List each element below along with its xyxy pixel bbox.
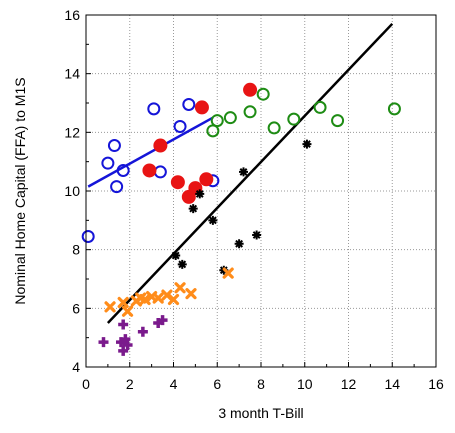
data-point: [239, 167, 248, 177]
data-point: [81, 229, 95, 243]
data-point: [210, 114, 224, 128]
data-point: [167, 293, 180, 306]
data-point: [117, 296, 129, 309]
y-tick-label: 10: [64, 183, 80, 199]
data-point: [120, 334, 131, 345]
axis-ticks: 0 2 4 6 8 10 12 14 16 4 6 8 10 12 14 16: [64, 7, 444, 392]
data-point: [243, 105, 257, 119]
grid: [86, 15, 436, 367]
data-point: [121, 305, 134, 317]
y-tick-label: 4: [72, 359, 80, 375]
data-point: [170, 175, 185, 190]
y-tick-label: 6: [72, 300, 80, 316]
data-point: [195, 189, 205, 199]
data-point: [147, 102, 161, 116]
x-tick-label: 16: [428, 376, 444, 392]
x-tick-label: 4: [170, 376, 178, 392]
fit-lines: [87, 22, 394, 324]
data-points: [81, 82, 401, 356]
y-tick-label: 12: [64, 124, 80, 140]
x-tick-label: 6: [213, 376, 221, 392]
y-tick-label: 16: [64, 7, 80, 23]
data-point: [173, 119, 187, 133]
fit-line: [87, 116, 214, 188]
data-point: [188, 204, 198, 214]
x-tick-label: 12: [341, 376, 357, 392]
data-point: [107, 139, 121, 153]
data-point: [174, 282, 186, 294]
data-point: [208, 215, 218, 225]
data-point: [223, 111, 237, 125]
data-point: [157, 315, 168, 326]
data-point: [118, 319, 129, 330]
data-point: [252, 230, 262, 240]
data-point: [171, 251, 181, 261]
data-point: [287, 112, 301, 126]
data-point: [194, 100, 209, 115]
data-point: [313, 100, 327, 114]
data-point: [185, 288, 197, 300]
y-tick-label: 8: [72, 242, 80, 258]
data-point: [153, 138, 168, 153]
data-point: [267, 121, 281, 135]
data-point: [331, 114, 345, 128]
data-point: [101, 156, 115, 170]
data-point: [137, 326, 148, 337]
data-point: [222, 267, 234, 279]
data-point: [110, 180, 124, 194]
data-point: [116, 163, 130, 177]
fit-line: [106, 22, 394, 324]
x-tick-label: 2: [126, 376, 134, 392]
data-point: [104, 301, 116, 313]
data-point: [199, 172, 214, 187]
data-point: [118, 345, 129, 356]
x-tick-label: 0: [82, 376, 90, 392]
data-point: [152, 292, 164, 304]
x-tick-label: 14: [384, 376, 400, 392]
data-point: [142, 163, 157, 178]
data-point: [234, 239, 244, 249]
data-point: [387, 102, 401, 116]
data-point: [243, 82, 258, 97]
data-point: [182, 97, 196, 111]
data-point: [177, 259, 187, 269]
data-point: [256, 87, 270, 101]
x-tick-label: 8: [257, 376, 265, 392]
data-point: [153, 165, 167, 179]
data-point: [98, 337, 109, 348]
x-axis-label: 3 month T-Bill: [218, 405, 303, 421]
y-axis-label: Nominal Home Capital (FFA) to M1S: [12, 77, 28, 304]
data-point: [139, 293, 151, 306]
data-point: [122, 340, 133, 350]
x-tick-label: 10: [297, 376, 313, 392]
y-tick-label: 14: [64, 66, 80, 82]
data-point: [302, 139, 312, 149]
